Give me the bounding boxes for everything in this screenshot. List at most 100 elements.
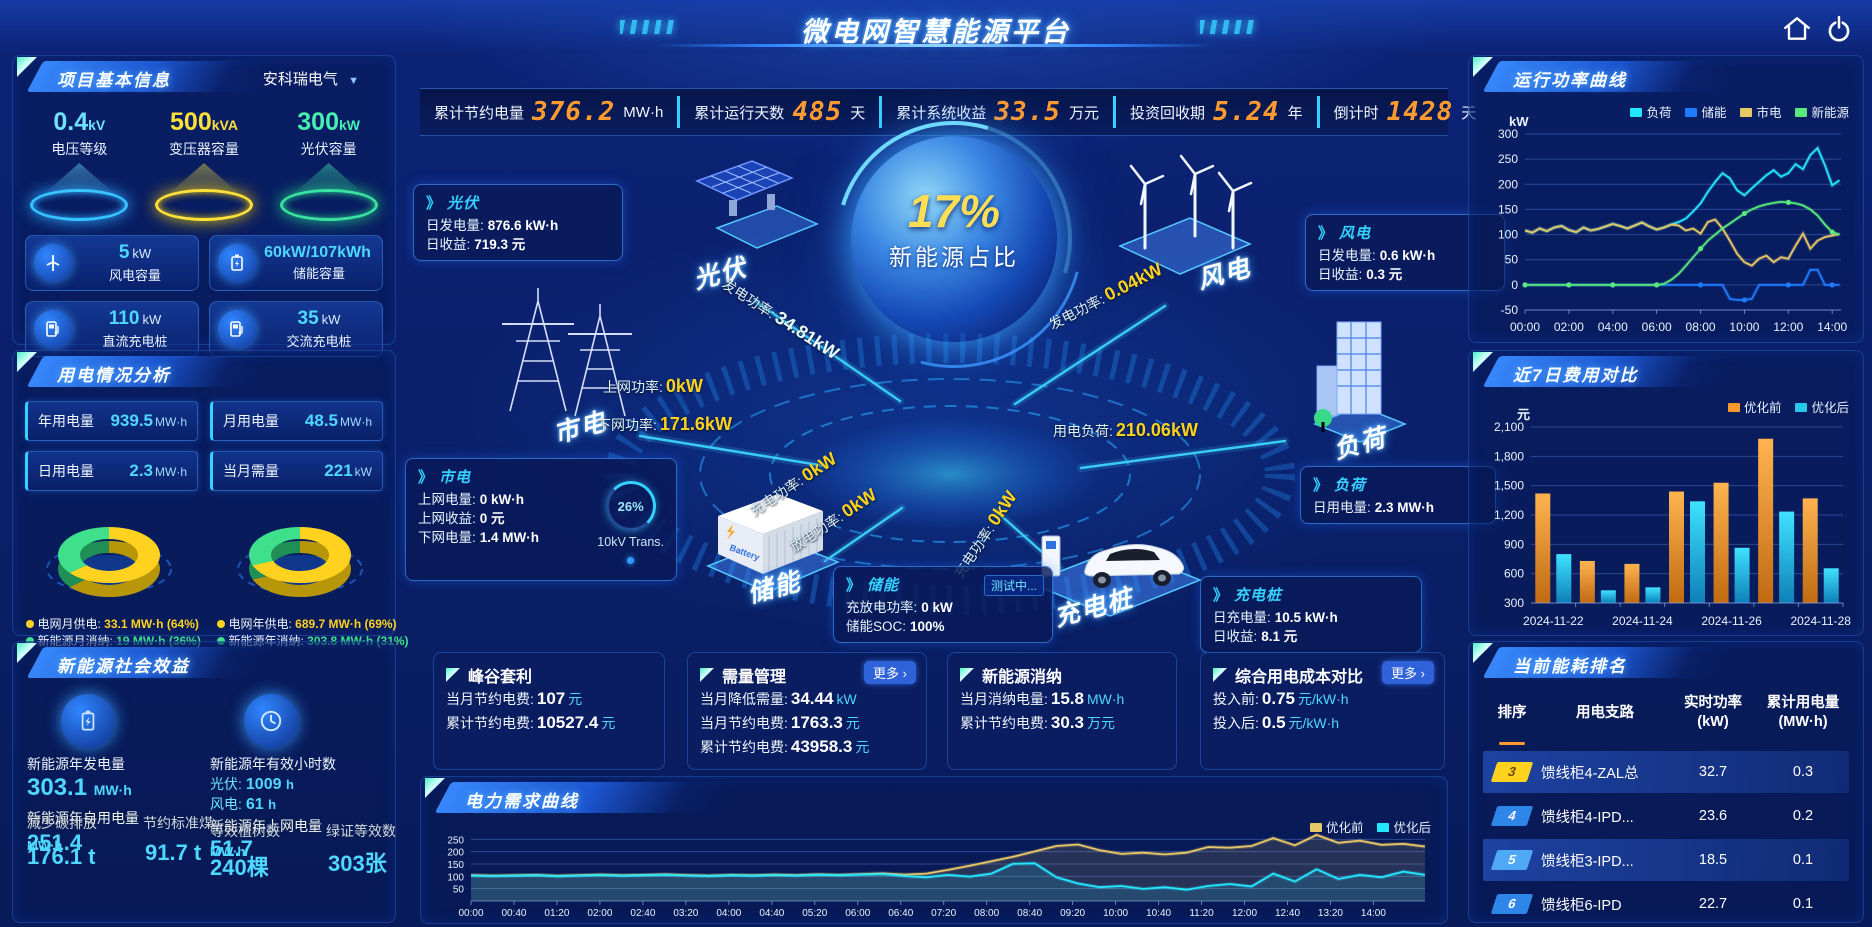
power-towers-art [502,288,632,417]
project-podiums: 0.4kV 电压等级 500kVA 变压器容量 300kW 光伏容量 [13,94,395,221]
scroll-indicator [1499,742,1525,745]
realtime-power: 22.7 [1698,896,1728,912]
legend-item[interactable]: 优化前 [1727,397,1781,416]
svg-text:06:00: 06:00 [845,908,870,919]
panel-title: 运行功率曲线 [1513,71,1627,90]
panel-corner-icon [1473,643,1493,663]
more-button[interactable]: 更多 › [864,661,916,684]
svg-text:02:40: 02:40 [630,908,655,919]
chevron-down-icon: ▼ [348,75,359,87]
demand-legend: 优化前 优化后 [1309,817,1431,836]
total-energy: 0.3 [1792,764,1814,780]
panel-demand-header: 电力需求曲线 [425,778,1441,815]
renewable-share-orb: 17% 新能源占比 [851,136,1057,342]
podium-ring [154,189,253,221]
header-underline [656,44,1216,47]
stat-run-days: 累计运行天数 485 天 [677,96,879,128]
cost-chart: 元 300 600 900 1,200 1,500 1,800 2,100 2024-11-22… [1477,393,1855,634]
svg-text:00:00: 00:00 [1510,320,1540,334]
panel-corner-icon [17,352,37,372]
card-load-info: 》负荷 日用电量: 2.3 MW·h [1300,466,1496,524]
header-deco-left [620,20,676,34]
panel-cost-header: 近7日费用对比 [1473,352,1857,389]
kpi-renewable-consumption: 新能源消纳 当月消纳电量: 15.8 MW·h 累计节约电费: 30.3 万元 [947,652,1177,770]
panel-corner-icon [17,643,37,663]
svg-text:09:20: 09:20 [1060,908,1085,919]
panel-usage-header: 用电情况分析 [17,352,389,389]
panel-corner-icon [425,778,445,798]
svg-text:2024-11-24: 2024-11-24 [1612,614,1673,628]
panel-title: 新能源社会效益 [57,657,190,676]
legend-item[interactable]: 优化前 [1309,817,1363,836]
kpi-cost-compare: 综合用电成本对比 更多 › 投入前: 0.75 元/kW·h 投入后: 0.5 元/kW… [1200,652,1445,770]
svg-text:100: 100 [447,872,464,883]
donut-legend-item: 电网年供电: 689.7 MW·h (69%) [216,616,397,633]
chip-day-usage: 日用电量 2.3 MW·h [25,451,198,491]
chip-month-usage: 月用电量 48.5 MW·h [210,401,383,441]
panel-title: 电力需求曲线 [465,792,579,811]
page-title: 微电网智慧能源平台 [801,17,1071,47]
panel-title: 项目基本信息 [57,71,171,90]
flow-from-grid: 下网功率: 171.6kW [597,414,732,434]
svg-text:06:40: 06:40 [888,908,913,919]
card-wind-capacity: 5 kW 风电容量 [25,235,199,291]
table-row: 6 馈线柜6-IPD 22.7 0.1 [1483,883,1849,921]
donut-m-svg [45,526,172,598]
realtime-power: 23.6 [1698,808,1728,824]
branch-name: 馈线柜4-ZAL总 [1541,765,1639,782]
svg-text:1,800: 1,800 [1494,449,1524,463]
svg-text:04:00: 04:00 [1598,320,1628,334]
table-row: 4 馈线柜4-IPD... 23.6 0.2 [1483,795,1849,837]
svg-text:04:00: 04:00 [716,908,741,919]
solar-panels-art [695,160,819,249]
clock-icon [244,694,298,748]
svg-text:300: 300 [1504,596,1524,610]
svg-text:150: 150 [1498,202,1518,216]
total-energy: 0.1 [1792,896,1814,912]
ch-cost-svg: 元 300 600 900 1,200 1,500 1,800 2,100 2024-11-22… [1494,407,1851,628]
home-icon[interactable] [1782,14,1812,44]
benefit-left-column: 新能源年发电量 303.1 MW·h 新能源年自用电量 减少碳排放 节约标准煤 … [27,690,213,874]
svg-text:100: 100 [1498,228,1518,242]
company-select[interactable]: 安科瑞电气 ▼ [262,71,359,88]
svg-text:12:00: 12:00 [1773,320,1803,334]
year-donut-chart: 电网年供电: 689.7 MW·h (69%)新能源年消纳: 303.8 MW·… [211,497,409,650]
branch-name: 馈线柜4-IPD... [1541,809,1634,826]
flow-load-power: 用电负荷: 210.06kW [1053,420,1198,440]
svg-text:900: 900 [1504,537,1524,551]
power-chart: kW -50 0 50 100 150 200 250 300 00:00 02:00 04:00 06… [1477,100,1855,339]
legend-item[interactable]: 新能源 [1795,102,1849,121]
ranking-table: 排序 用电支路 实时功率 (kW) 累计用电量 (MW·h) 3 馈线柜4-ZAL总 … [1469,680,1863,921]
power-icon[interactable] [1824,14,1854,44]
svg-text:08:40: 08:40 [1017,908,1042,919]
wind-icon [34,244,72,282]
panel-corner-icon [1473,352,1493,372]
power-legend: 负荷 储能 市电 新能源 [1630,102,1849,121]
svg-text:08:00: 08:00 [1686,320,1716,334]
flow-to-grid: 上网功率: 0kW [603,376,703,396]
podium-ring [279,189,378,221]
table-row: 5 馈线柜3-IPD... 18.5 0.1 [1483,839,1849,881]
chip-year-usage: 年用电量 939.5 MW·h [25,401,198,441]
svg-text:13:20: 13:20 [1318,908,1343,919]
svg-text:250: 250 [1498,152,1518,166]
legend-item[interactable]: 优化后 [1377,817,1431,836]
panel-usage-analysis: 用电情况分析 年用电量 939.5 MW·h 月用电量 48.5 MW·h 日用电量 2.… [12,350,409,648]
capacity-cards: 5 kW 风电容量 60kW/107kWh 储能容量 110 kW 直流充电桩 35… [13,221,395,357]
table-row: 3 馈线柜4-ZAL总 32.7 0.3 [1483,751,1849,793]
svg-text:12:40: 12:40 [1275,908,1300,919]
podium-ring [30,189,129,221]
legend-item[interactable]: 市电 [1740,102,1781,121]
legend-item[interactable]: 负荷 [1630,102,1671,121]
legend-item[interactable]: 储能 [1685,102,1726,121]
card-ess-info: 》储能 测试中... 充放电功率: 0 kW 储能SOC: 100% [833,566,1053,643]
legend-item[interactable]: 优化后 [1795,397,1849,416]
corner-icon [700,668,714,682]
svg-text:元: 元 [1517,407,1530,422]
podium-voltage: 0.4kV 电压等级 [20,108,138,221]
more-button[interactable]: 更多 › [1382,661,1434,684]
panel-benefit-header: 新能源社会效益 [17,643,389,680]
